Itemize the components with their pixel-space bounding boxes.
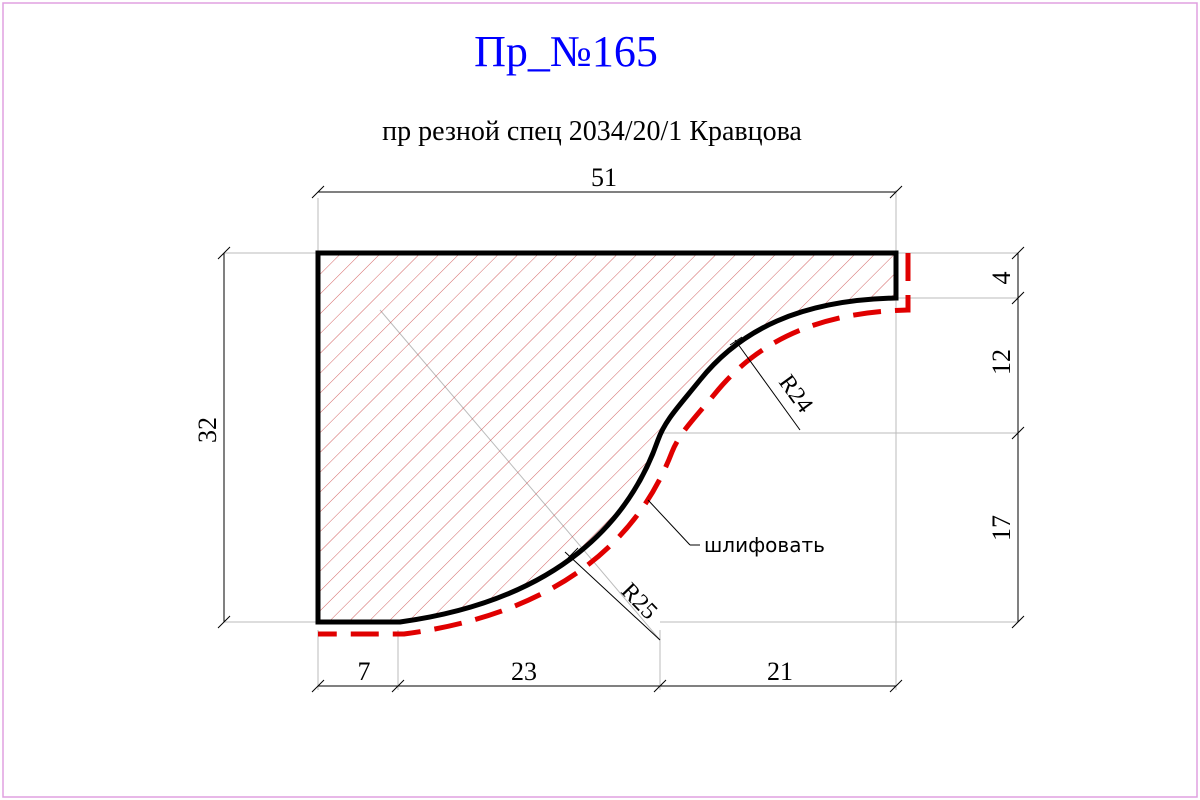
dimension-bottom-middle: 23 xyxy=(511,657,537,686)
dimension-lines xyxy=(217,185,1025,693)
profile-outline xyxy=(315,250,899,625)
dimension-right-middle: 12 xyxy=(987,349,1016,375)
dimension-width-total: 51 xyxy=(591,163,617,192)
drawing-title: Пр_№165 xyxy=(474,27,658,76)
dimension-height-total: 32 xyxy=(193,417,222,443)
dimension-right-bottom: 17 xyxy=(987,515,1016,541)
dimension-bottom-right: 21 xyxy=(767,657,793,686)
dimension-bottom-left: 7 xyxy=(358,657,371,686)
dimension-right-top: 4 xyxy=(987,272,1016,285)
sanding-note: шлифовать xyxy=(704,533,825,557)
drawing-subtitle: пр резной спец 2034/20/1 Кравцова xyxy=(382,116,802,147)
radius-lower-label: R25 xyxy=(616,578,663,625)
radius-upper-label: R24 xyxy=(773,370,818,418)
